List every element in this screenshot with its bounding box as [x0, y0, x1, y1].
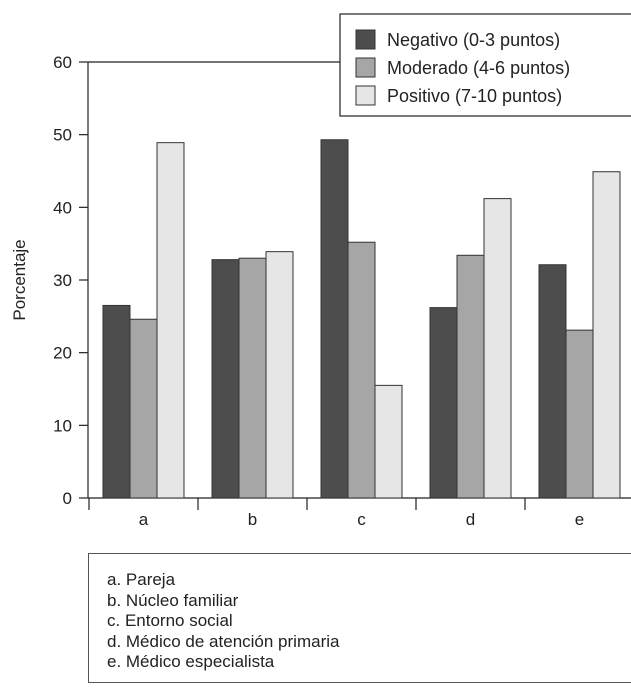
bar-chart: 0 10 20 30 40 50 60 a b c d e Negativo (0-3 puntos)…: [10, 13, 631, 529]
bar: [347, 241, 376, 499]
x-tick-label: c: [357, 510, 366, 529]
legend-swatch: [355, 29, 376, 50]
x-tick-label: a: [139, 510, 149, 529]
y-tick-label: 30: [53, 271, 72, 290]
legend-label: Negativo (0-3 puntos): [387, 30, 560, 50]
x-tick-label: e: [575, 510, 584, 529]
y-tick-label: 60: [53, 53, 72, 72]
bar: [129, 318, 158, 499]
category-key-item: d. Médico de atención primaria: [107, 631, 340, 651]
bar: [156, 142, 185, 499]
legend-swatch: [355, 85, 376, 106]
bar: [374, 384, 403, 499]
bar: [238, 257, 267, 499]
category-key-item: b. Núcleo familiar: [107, 590, 239, 610]
category-key-list: a. Pareja b. Núcleo familiar c. Entorno so…: [107, 570, 339, 673]
bar: [429, 307, 458, 499]
bar: [102, 304, 131, 499]
bar: [456, 254, 485, 499]
bar: [565, 329, 594, 499]
bar: [265, 251, 294, 499]
y-tick-label: 10: [53, 416, 72, 435]
y-tick-label: 0: [63, 489, 72, 508]
y-axis-label: Porcentaje: [10, 239, 29, 320]
legend-swatch: [355, 57, 376, 78]
y-tick-label: 40: [53, 198, 72, 217]
bar: [211, 259, 240, 499]
category-key-item: a. Pareja: [107, 570, 176, 589]
x-tick-label: d: [466, 510, 475, 529]
legend-label: Positivo (7-10 puntos): [387, 86, 562, 106]
legend-box: [339, 13, 631, 117]
bar: [592, 171, 621, 499]
category-key-item: e. Médico especialista: [107, 652, 275, 671]
category-key: a. Pareja b. Núcleo familiar c. Entorno so…: [88, 553, 631, 683]
bar: [483, 198, 512, 499]
category-key-item: c. Entorno social: [107, 611, 233, 630]
y-tick-label: 20: [53, 344, 72, 363]
y-tick-label: 50: [53, 126, 72, 145]
bar: [320, 139, 349, 499]
legend-label: Moderado (4-6 puntos): [387, 58, 570, 78]
bar: [538, 264, 567, 499]
chart-bars: [102, 139, 621, 499]
x-tick-label: b: [248, 510, 257, 529]
chart-legend: Negativo (0-3 puntos) Moderado (4-6 punto…: [339, 13, 631, 117]
